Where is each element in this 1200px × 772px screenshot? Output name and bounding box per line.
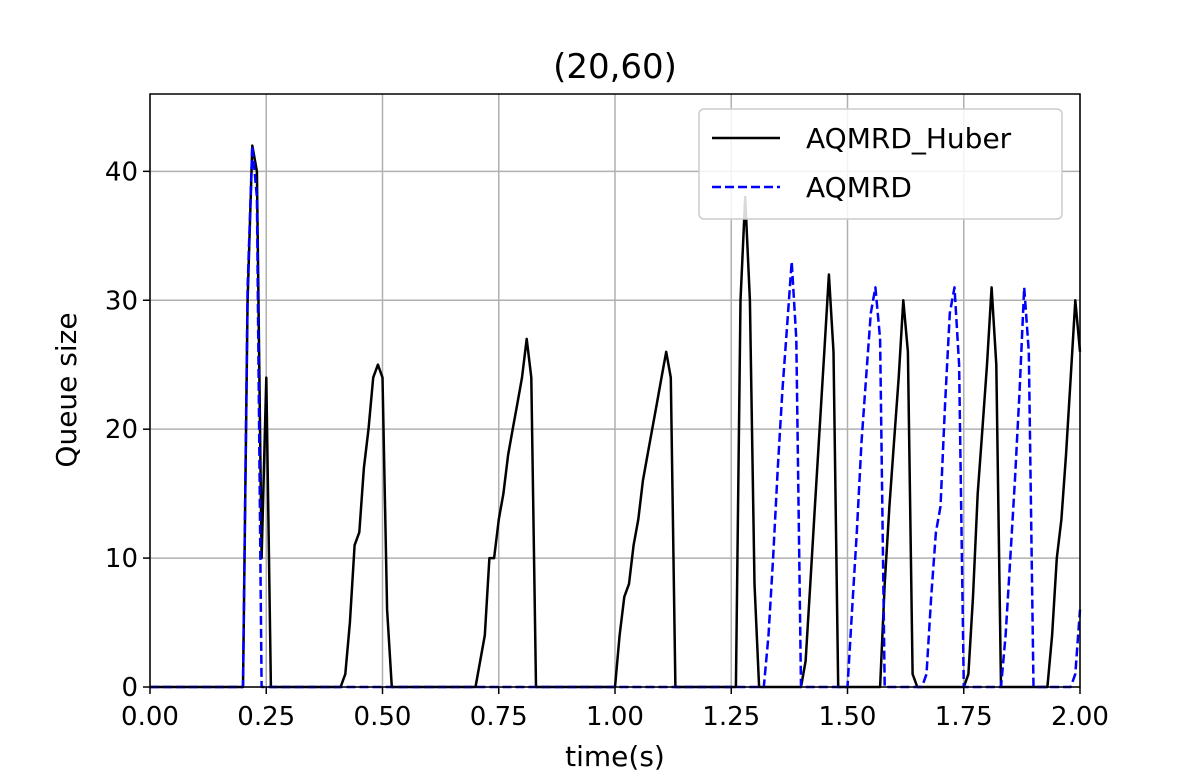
x-tick-label-3: 0.75 bbox=[470, 702, 528, 732]
legend-box bbox=[698, 108, 1063, 220]
x-tick-label-4: 1.00 bbox=[586, 702, 644, 732]
x-tick-label-6: 1.50 bbox=[819, 702, 877, 732]
x-tick-label-5: 1.25 bbox=[702, 702, 760, 732]
x-tick-label-1: 0.25 bbox=[237, 702, 295, 732]
legend: AQMRD_Huber AQMRD bbox=[698, 108, 1063, 220]
y-tick-label-4: 40 bbox=[105, 157, 138, 187]
series-line-1 bbox=[150, 144, 1082, 689]
y-tick-label-0: 0 bbox=[121, 673, 138, 703]
legend-label-aqmrd-huber: AQMRD_Huber bbox=[806, 122, 1012, 155]
x-tick-label-2: 0.50 bbox=[354, 702, 412, 732]
x-tick-label-7: 1.75 bbox=[935, 702, 993, 732]
y-tick-label-2: 20 bbox=[105, 415, 138, 445]
legend-label-aqmrd: AQMRD bbox=[806, 171, 912, 204]
x-axis-label: time(s) bbox=[565, 740, 665, 772]
y-tick-label-1: 10 bbox=[105, 544, 138, 574]
x-tick-label-0: 0.00 bbox=[121, 702, 179, 732]
series-layer bbox=[150, 144, 1082, 689]
x-tick-label-8: 2.00 bbox=[1051, 702, 1109, 732]
series-line-0 bbox=[150, 144, 1082, 689]
y-axis-label: Queue size bbox=[50, 312, 83, 467]
chart-title: (20,60) bbox=[553, 47, 677, 87]
axis-ticks: 0.00 0.25 0.50 0.75 1.00 1.25 1.50 1.75 2.00 0 10 2… bbox=[105, 157, 1109, 732]
y-tick-label-3: 30 bbox=[105, 286, 138, 316]
